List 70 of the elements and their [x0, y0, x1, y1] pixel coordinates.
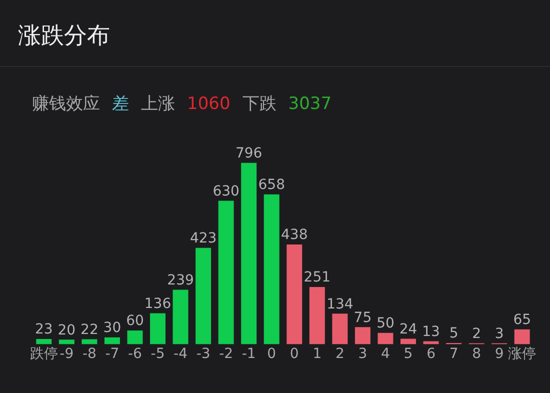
x-tick-label: 6	[426, 346, 436, 362]
x-tick-label: 0	[290, 346, 299, 362]
data-label: 22	[80, 322, 98, 338]
x-tick-label: 4	[381, 346, 390, 362]
text: 下跌	[242, 94, 276, 114]
x-tick-label: -7	[105, 346, 120, 362]
x-tick-label: 2	[335, 346, 344, 362]
bar	[400, 338, 416, 344]
data-label: 134	[326, 296, 354, 312]
bar	[82, 339, 98, 344]
bar	[241, 162, 257, 344]
bar	[378, 332, 394, 344]
bar	[127, 330, 143, 344]
data-label: 423	[190, 230, 217, 246]
data-label: 50	[376, 315, 394, 332]
bar	[354, 327, 370, 344]
x-tick-label: -3	[196, 346, 210, 362]
data-label: 65	[513, 312, 532, 328]
bar	[218, 200, 234, 344]
text: 赚钱效应	[32, 94, 100, 114]
x-tick-label: 1	[312, 346, 322, 362]
x-tick-label: 跌停	[30, 346, 58, 362]
bar	[514, 329, 530, 344]
x-tick-label: -2	[219, 346, 234, 362]
text: 差	[112, 94, 129, 114]
bar	[423, 341, 439, 344]
data-label: 136	[144, 296, 172, 312]
data-label: 796	[235, 146, 262, 162]
x-tick-label: -5	[150, 346, 165, 362]
data-label: 20	[58, 322, 76, 338]
x-tick-label: 7	[449, 346, 458, 362]
data-label: 30	[103, 320, 122, 336]
data-label: 3	[494, 326, 504, 342]
bar	[309, 287, 325, 344]
data-label: 630	[212, 183, 240, 200]
bar	[104, 337, 120, 344]
bar	[36, 338, 52, 344]
x-tick-label: 9	[494, 346, 504, 362]
bar	[172, 290, 188, 344]
data-label: 239	[167, 272, 194, 288]
data-label: 75	[354, 310, 372, 326]
data-label: 24	[399, 321, 418, 338]
data-label: 2	[472, 326, 482, 342]
bar	[286, 244, 302, 344]
data-label: 23	[34, 322, 53, 338]
data-label: 658	[258, 176, 285, 193]
data-label: 251	[304, 270, 331, 286]
x-tick-label: -6	[128, 346, 142, 362]
x-tick-label: 涨停	[508, 346, 536, 362]
bar	[58, 340, 74, 344]
x-tick-label: -8	[82, 346, 96, 362]
x-tick-label: -4	[174, 346, 188, 362]
data-label: 13	[422, 324, 440, 340]
chart-title: 涨跌分布	[18, 22, 110, 51]
bar	[264, 194, 280, 344]
bar	[332, 314, 348, 344]
x-tick-label: 5	[404, 346, 413, 362]
data-label: 438	[281, 227, 308, 244]
data-label: 5	[449, 326, 458, 342]
text: 3037	[288, 94, 332, 114]
x-tick-label: -1	[242, 346, 256, 362]
data-label: 60	[126, 313, 144, 330]
x-tick-label: 3	[358, 346, 368, 362]
text: 1060	[187, 94, 230, 114]
x-tick-label: 8	[472, 346, 482, 362]
text: 上涨	[141, 94, 175, 114]
bar	[150, 313, 166, 344]
x-tick-label: -9	[60, 346, 74, 362]
bar	[196, 248, 212, 344]
x-tick-label: 0	[267, 346, 276, 362]
